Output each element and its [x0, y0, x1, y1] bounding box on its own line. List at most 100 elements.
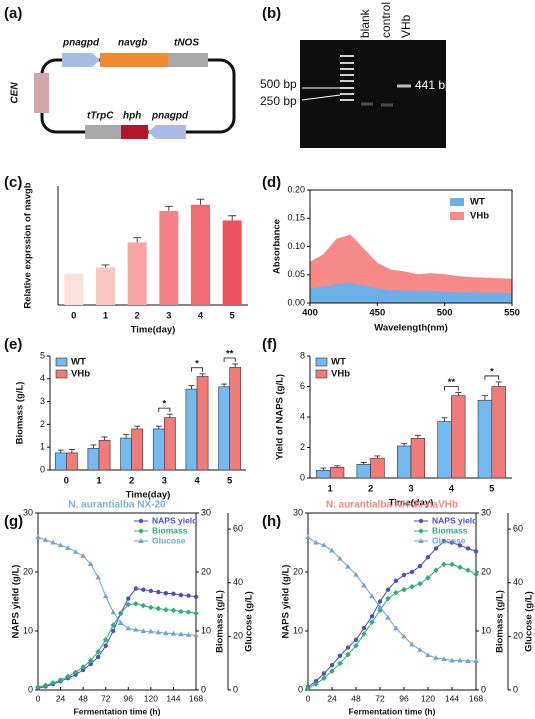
marker	[457, 657, 463, 663]
bar	[185, 388, 198, 471]
panel-label: (c)	[4, 174, 22, 191]
marker	[329, 663, 335, 668]
marker	[337, 555, 343, 561]
x-tick-label: 1	[103, 311, 109, 322]
marker	[111, 628, 116, 634]
ladder	[340, 55, 354, 101]
marker	[163, 591, 169, 596]
significance-bracket	[191, 367, 203, 372]
marker	[345, 645, 351, 650]
bar	[191, 204, 210, 305]
marker	[125, 625, 132, 631]
marker	[361, 631, 367, 637]
x-tick-label: 168	[469, 693, 483, 703]
bar	[159, 211, 179, 305]
gene-label: navgb	[118, 38, 147, 49]
bar	[410, 438, 426, 479]
y-tick-label: 30	[293, 507, 303, 517]
bar	[451, 395, 466, 479]
legend-marker	[418, 538, 424, 543]
bar	[491, 386, 506, 479]
marker	[321, 675, 327, 681]
error-bar	[68, 449, 75, 453]
y-axis-label: Biomass (g/L)	[15, 382, 26, 445]
marker	[65, 545, 71, 550]
legend-swatch	[315, 357, 328, 367]
marker	[185, 631, 192, 637]
bar	[152, 428, 165, 471]
marker	[148, 604, 154, 611]
marker	[433, 546, 439, 551]
error-bar	[101, 436, 108, 441]
significance-bracket	[223, 357, 236, 362]
y-tick-label: 30	[23, 507, 33, 517]
marker	[140, 602, 147, 609]
marker	[449, 540, 455, 545]
y3-tick-label: 0	[233, 684, 238, 694]
series-line	[37, 536, 197, 636]
marker	[385, 587, 391, 592]
error-bar	[441, 417, 448, 422]
legend-swatch	[450, 198, 464, 206]
marker	[80, 553, 86, 558]
x-tick-label: 2	[129, 476, 134, 487]
marker	[102, 637, 109, 643]
bar	[370, 457, 385, 479]
marker	[193, 594, 199, 599]
marker	[170, 607, 177, 614]
marker	[178, 631, 184, 637]
error-bar	[320, 467, 327, 471]
x-tick-label: 2	[135, 311, 140, 322]
promoter-arrow	[148, 125, 186, 139]
legend-label: Biomass	[432, 525, 468, 535]
x-tick-label: 2	[368, 484, 373, 495]
significance-label: *	[490, 366, 494, 377]
y-axis-label: Biomass (g/L)	[495, 590, 506, 653]
x-axis-label: Fermentation time (h)	[74, 706, 161, 716]
marker	[185, 609, 192, 615]
y-tick-label: 1	[40, 442, 45, 452]
series-line	[307, 563, 477, 689]
marker	[401, 586, 407, 593]
legend-label: WT	[331, 357, 346, 368]
marker	[42, 537, 49, 542]
marker	[148, 588, 154, 594]
chart-title: N. aurantialba NX-20	[68, 500, 166, 511]
marker	[186, 593, 191, 598]
y2-tick-label: 30	[201, 507, 211, 517]
marker	[465, 546, 471, 551]
marker	[313, 539, 319, 545]
x-tick-label: 5	[489, 484, 495, 495]
y2-tick-label: 20	[201, 566, 211, 576]
marker	[417, 646, 423, 652]
bar	[66, 452, 78, 471]
y3-tick-label: 40	[233, 577, 243, 587]
y-tick-label: 5	[40, 350, 45, 360]
marker	[337, 660, 343, 667]
error-bar	[101, 264, 110, 268]
y-tick-label: 0.00	[287, 297, 305, 307]
marker	[80, 664, 86, 670]
marker	[163, 630, 169, 636]
marker	[385, 595, 391, 602]
significance-bracket	[444, 386, 459, 391]
panel-label: (b)	[262, 5, 281, 22]
marker	[345, 651, 351, 658]
marker	[369, 593, 375, 599]
marker	[171, 591, 176, 597]
y-tick-label: 2	[300, 442, 305, 452]
y-tick-label: 4	[300, 411, 305, 421]
error-bar	[134, 425, 141, 429]
marker	[377, 599, 383, 604]
marker	[125, 601, 132, 608]
panel-label: (a)	[4, 5, 22, 22]
y-tick-label: 0	[300, 472, 305, 482]
y-tick-label: 4	[40, 373, 45, 383]
marker	[133, 586, 139, 591]
marker	[133, 601, 139, 607]
bar	[131, 428, 144, 471]
gene-label: pnagpd	[62, 38, 100, 49]
x-tick-label: 450	[369, 308, 385, 319]
terminator-block	[168, 53, 208, 67]
legend-marker	[138, 538, 144, 543]
